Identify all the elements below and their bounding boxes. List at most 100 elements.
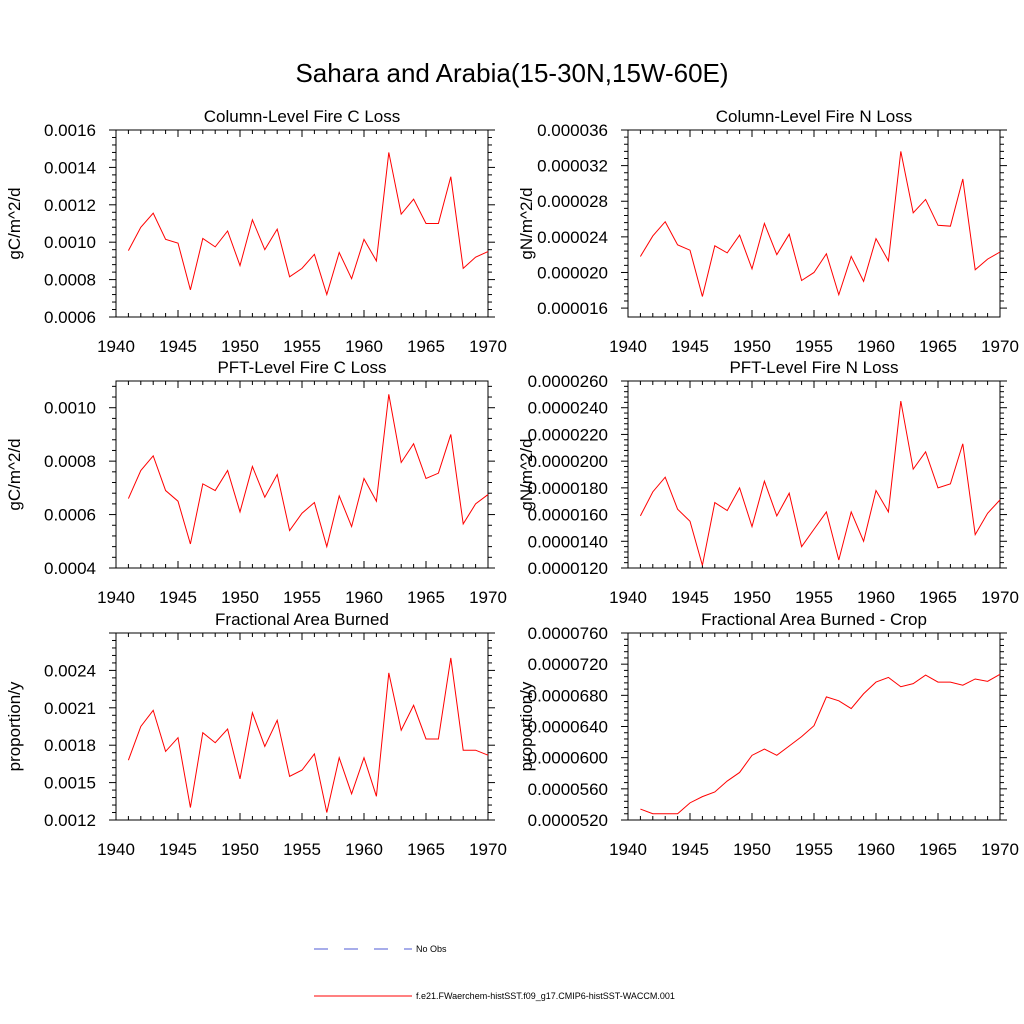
x-tick-label: 1940 <box>97 588 135 607</box>
x-tick-label: 1950 <box>733 840 771 859</box>
y-tick-label: 0.0014 <box>44 158 96 177</box>
y-tick-label: 0.0008 <box>44 271 96 290</box>
y-tick-label: 0.000028 <box>537 192 608 211</box>
y-tick-label: 0.0006 <box>44 308 96 327</box>
x-tick-label: 1955 <box>283 588 321 607</box>
y-axis-label: gC/m^2/d <box>5 438 24 510</box>
x-tick-label: 1950 <box>733 588 771 607</box>
y-tick-label: 0.0012 <box>44 811 96 830</box>
x-tick-label: 1950 <box>221 588 259 607</box>
series-line <box>640 673 1001 815</box>
y-tick-label: 0.0006 <box>44 506 96 525</box>
plot-frame <box>627 632 1001 821</box>
panel-title: Column-Level Fire C Loss <box>204 107 401 126</box>
x-tick-label: 1970 <box>469 840 507 859</box>
y-tick-label: 0.0000520 <box>528 811 608 830</box>
y-tick-label: 0.0000680 <box>528 686 608 705</box>
x-tick-label: 1955 <box>795 337 833 356</box>
panel-title: PFT-Level Fire C Loss <box>217 358 386 377</box>
y-tick-label: 0.0004 <box>44 559 96 578</box>
series-line <box>127 657 489 813</box>
y-axis-label: gC/m^2/d <box>5 187 24 259</box>
x-tick-label: 1945 <box>159 840 197 859</box>
x-tick-label: 1960 <box>857 840 895 859</box>
legend-label-no-obs: No Obs <box>416 944 447 954</box>
x-tick-label: 1940 <box>609 840 647 859</box>
y-tick-label: 0.0016 <box>44 121 96 140</box>
x-tick-label: 1970 <box>981 588 1019 607</box>
y-axis-label: gN/m^2/d <box>517 438 536 510</box>
x-tick-label: 1945 <box>671 588 709 607</box>
y-tick-label: 0.0024 <box>44 661 96 680</box>
y-tick-label: 0.0000600 <box>528 749 608 768</box>
y-tick-label: 0.0000140 <box>528 532 608 551</box>
y-axis-label: gN/m^2/d <box>517 187 536 259</box>
y-tick-label: 0.0010 <box>44 399 96 418</box>
x-tick-label: 1960 <box>345 840 383 859</box>
plot-frame <box>115 380 489 569</box>
y-tick-label: 0.0008 <box>44 452 96 471</box>
x-tick-label: 1970 <box>981 337 1019 356</box>
y-tick-label: 0.0015 <box>44 774 96 793</box>
x-tick-label: 1965 <box>407 840 445 859</box>
figure-title: Sahara and Arabia(15-30N,15W-60E) <box>295 58 729 88</box>
y-axis-label: proportion/y <box>5 681 24 771</box>
x-tick-label: 1960 <box>857 588 895 607</box>
panel-1: 1940 1945 1950 1955 1960 1965 1970 0.0006 0.0008… <box>5 107 507 356</box>
panel-title: PFT-Level Fire N Loss <box>729 358 898 377</box>
y-tick-label: 0.000036 <box>537 121 608 140</box>
y-tick-label: 0.0000760 <box>528 624 608 643</box>
y-tick-label: 0.0000120 <box>528 559 608 578</box>
panel-2: 1940 1945 1950 1955 1960 1965 1970 0.000016 0.00… <box>517 107 1019 356</box>
y-tick-label: 0.000032 <box>537 157 608 176</box>
y-tick-label: 0.0000160 <box>528 506 608 525</box>
panel-6: 1940 1945 1950 1955 1960 1965 1970 0.0000520 0.0… <box>517 610 1019 859</box>
y-tick-label: 0.0000720 <box>528 655 608 674</box>
panel-title: Fractional Area Burned <box>215 610 389 629</box>
x-tick-label: 1970 <box>469 337 507 356</box>
x-tick-label: 1950 <box>221 840 259 859</box>
y-tick-label: 0.0010 <box>44 233 96 252</box>
series-line <box>639 151 1001 297</box>
y-tick-label: 0.000020 <box>537 263 608 282</box>
plot-frame <box>627 129 1001 318</box>
panel-3: 1940 1945 1950 1955 1960 1965 1970 0.0004 0.0006… <box>5 358 507 607</box>
y-tick-label: 0.0000640 <box>528 718 608 737</box>
x-tick-label: 1955 <box>795 588 833 607</box>
x-tick-label: 1965 <box>407 337 445 356</box>
x-tick-label: 1960 <box>857 337 895 356</box>
x-tick-label: 1955 <box>795 840 833 859</box>
series-line <box>127 152 489 297</box>
y-tick-label: 0.000024 <box>537 228 608 247</box>
x-tick-label: 1945 <box>671 337 709 356</box>
plot-frame <box>627 380 1001 569</box>
x-tick-label: 1965 <box>919 337 957 356</box>
x-tick-label: 1960 <box>345 337 383 356</box>
x-tick-label: 1950 <box>733 337 771 356</box>
x-tick-label: 1940 <box>97 840 135 859</box>
x-tick-label: 1940 <box>97 337 135 356</box>
y-tick-label: 0.0018 <box>44 736 96 755</box>
x-tick-label: 1945 <box>159 588 197 607</box>
panel-5: 1940 1945 1950 1955 1960 1965 1970 0.0012 0.0015… <box>5 610 507 859</box>
y-tick-label: 0.0000180 <box>528 479 608 498</box>
x-tick-label: 1960 <box>345 588 383 607</box>
x-tick-label: 1945 <box>671 840 709 859</box>
y-tick-label: 0.0000260 <box>528 372 608 391</box>
panel-title: Fractional Area Burned - Crop <box>701 610 927 629</box>
y-tick-label: 0.0012 <box>44 196 96 215</box>
series-line <box>127 394 489 549</box>
x-tick-label: 1940 <box>609 337 647 356</box>
x-tick-label: 1965 <box>919 588 957 607</box>
y-tick-label: 0.0000220 <box>528 425 608 444</box>
y-tick-label: 0.0000240 <box>528 399 608 418</box>
y-tick-label: 0.0000560 <box>528 780 608 799</box>
x-tick-label: 1940 <box>609 588 647 607</box>
x-tick-label: 1945 <box>159 337 197 356</box>
x-tick-label: 1955 <box>283 840 321 859</box>
x-tick-label: 1970 <box>981 840 1019 859</box>
x-tick-label: 1950 <box>221 337 259 356</box>
y-axis-label: proportion/y <box>517 681 536 771</box>
y-tick-label: 0.000016 <box>537 299 608 318</box>
